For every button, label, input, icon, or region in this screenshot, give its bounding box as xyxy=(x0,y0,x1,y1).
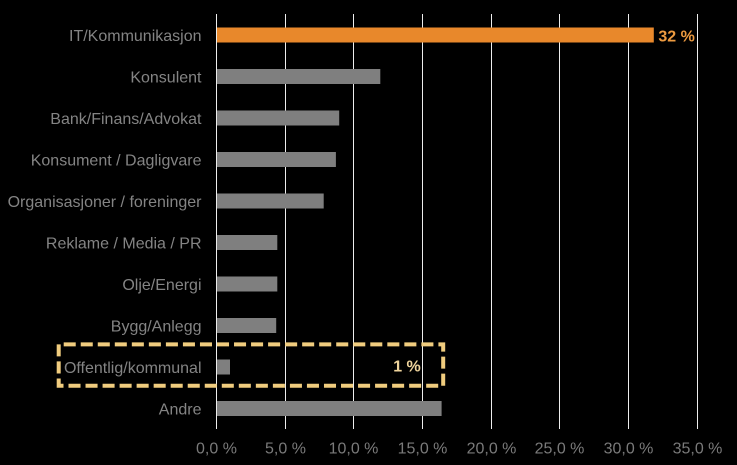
svg-text:35,0 %: 35,0 % xyxy=(673,441,723,458)
svg-text:Organisasjoner / foreninger: Organisasjoner / foreninger xyxy=(8,194,203,211)
svg-text:1 %: 1 % xyxy=(393,359,421,376)
svg-text:10,0 %: 10,0 % xyxy=(329,441,379,458)
svg-text:30,0 %: 30,0 % xyxy=(604,441,654,458)
svg-text:Konsument / Dagligvare: Konsument / Dagligvare xyxy=(31,152,202,169)
svg-text:Olje/Energi: Olje/Energi xyxy=(122,277,201,294)
svg-text:Reklame / Media / PR: Reklame / Media / PR xyxy=(46,235,202,252)
svg-text:0,0 %: 0,0 % xyxy=(196,441,237,458)
svg-text:Bank/Finans/Advokat: Bank/Finans/Advokat xyxy=(50,111,202,128)
svg-text:Andre: Andre xyxy=(159,401,202,418)
svg-text:32 %: 32 % xyxy=(658,29,694,46)
svg-text:25,0 %: 25,0 % xyxy=(535,441,585,458)
svg-text:Offentlig/kommunal: Offentlig/kommunal xyxy=(64,360,202,377)
svg-text:IT/Kommunikasjon: IT/Kommunikasjon xyxy=(69,28,202,45)
svg-text:15,0 %: 15,0 % xyxy=(398,441,448,458)
svg-text:20,0 %: 20,0 % xyxy=(467,441,517,458)
svg-text:5,0 %: 5,0 % xyxy=(265,441,306,458)
svg-text:Bygg/Anlegg: Bygg/Anlegg xyxy=(111,318,202,335)
svg-text:Konsulent: Konsulent xyxy=(130,69,202,86)
